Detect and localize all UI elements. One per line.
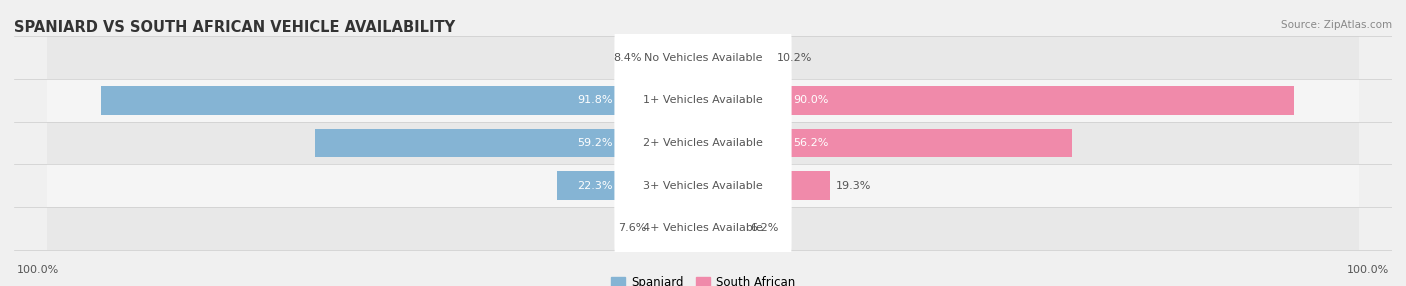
Text: SPANIARD VS SOUTH AFRICAN VEHICLE AVAILABILITY: SPANIARD VS SOUTH AFRICAN VEHICLE AVAILA… bbox=[14, 20, 456, 35]
Bar bbox=[654, 214, 703, 243]
Text: 1+ Vehicles Available: 1+ Vehicles Available bbox=[643, 95, 763, 105]
Bar bbox=[557, 171, 703, 200]
FancyBboxPatch shape bbox=[46, 36, 1360, 79]
Text: 59.2%: 59.2% bbox=[576, 138, 613, 148]
Bar bbox=[703, 128, 1071, 158]
Text: No Vehicles Available: No Vehicles Available bbox=[644, 53, 762, 63]
Text: Source: ZipAtlas.com: Source: ZipAtlas.com bbox=[1281, 20, 1392, 30]
Text: 2+ Vehicles Available: 2+ Vehicles Available bbox=[643, 138, 763, 148]
Bar bbox=[703, 214, 744, 243]
Bar bbox=[315, 128, 703, 158]
FancyBboxPatch shape bbox=[46, 79, 1360, 122]
Text: 56.2%: 56.2% bbox=[793, 138, 830, 148]
Text: 19.3%: 19.3% bbox=[837, 181, 872, 191]
FancyBboxPatch shape bbox=[614, 22, 792, 94]
Text: 90.0%: 90.0% bbox=[793, 95, 830, 105]
Text: 100.0%: 100.0% bbox=[1347, 265, 1389, 275]
FancyBboxPatch shape bbox=[614, 107, 792, 179]
Text: 91.8%: 91.8% bbox=[576, 95, 613, 105]
Text: 22.3%: 22.3% bbox=[576, 181, 613, 191]
Legend: Spaniard, South African: Spaniard, South African bbox=[606, 271, 800, 286]
Bar bbox=[101, 86, 703, 115]
Text: 8.4%: 8.4% bbox=[613, 53, 641, 63]
Text: 100.0%: 100.0% bbox=[17, 265, 59, 275]
Bar bbox=[703, 43, 770, 72]
Text: 4+ Vehicles Available: 4+ Vehicles Available bbox=[643, 223, 763, 233]
Text: 6.2%: 6.2% bbox=[751, 223, 779, 233]
Text: 7.6%: 7.6% bbox=[619, 223, 647, 233]
FancyBboxPatch shape bbox=[46, 207, 1360, 250]
FancyBboxPatch shape bbox=[614, 192, 792, 264]
FancyBboxPatch shape bbox=[46, 122, 1360, 164]
Text: 3+ Vehicles Available: 3+ Vehicles Available bbox=[643, 181, 763, 191]
FancyBboxPatch shape bbox=[614, 65, 792, 136]
Bar bbox=[703, 171, 830, 200]
FancyBboxPatch shape bbox=[46, 164, 1360, 207]
Text: 10.2%: 10.2% bbox=[776, 53, 811, 63]
Bar bbox=[703, 86, 1294, 115]
FancyBboxPatch shape bbox=[614, 150, 792, 221]
Bar bbox=[648, 43, 703, 72]
